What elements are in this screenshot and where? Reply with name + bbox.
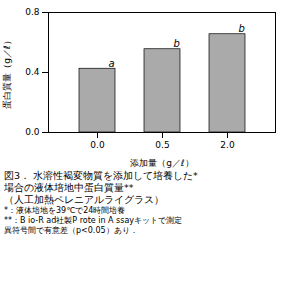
html-text:（人工加熱ペレニアルライグラス）: （人工加熱ペレニアルライグラス） — [4, 193, 164, 205]
svg-text:0.8: 0.8 — [25, 7, 40, 17]
svg-text:b: b — [174, 38, 180, 49]
html-text:図3． 水溶性褐変物質を添加して培養した*: 図3． 水溶性褐変物質を添加して培養した* — [4, 170, 198, 181]
svg-text:添加量（g／ℓ）: 添加量（g／ℓ） — [130, 158, 193, 168]
svg-text:0.0: 0.0 — [90, 140, 105, 150]
html-text:*：液体培地を39℃で24時間培養: *：液体培地を39℃で24時間培養 — [4, 205, 126, 215]
svg-text:蛋白質量（g／ℓ）: 蛋白質量（g／ℓ） — [2, 36, 12, 108]
html-text:異符号間で有意差（p<0.05）あり．: 異符号間で有意差（p<0.05）あり． — [4, 225, 138, 235]
svg-text:a: a — [109, 58, 115, 69]
html-text:**：B io-R ad社製P rote in A ssay: **：B io-R ad社製P rote in A ssayキットで測定 — [4, 215, 183, 225]
svg-text:0.0: 0.0 — [25, 127, 40, 137]
svg-text:2.0: 2.0 — [220, 140, 235, 150]
svg-text:0.4: 0.4 — [25, 67, 40, 77]
svg-text:0.5: 0.5 — [155, 140, 169, 150]
html-text:場合の液体培地中蛋白質量**: 場合の液体培地中蛋白質量** — [4, 181, 134, 193]
svg-text:b: b — [239, 23, 245, 34]
